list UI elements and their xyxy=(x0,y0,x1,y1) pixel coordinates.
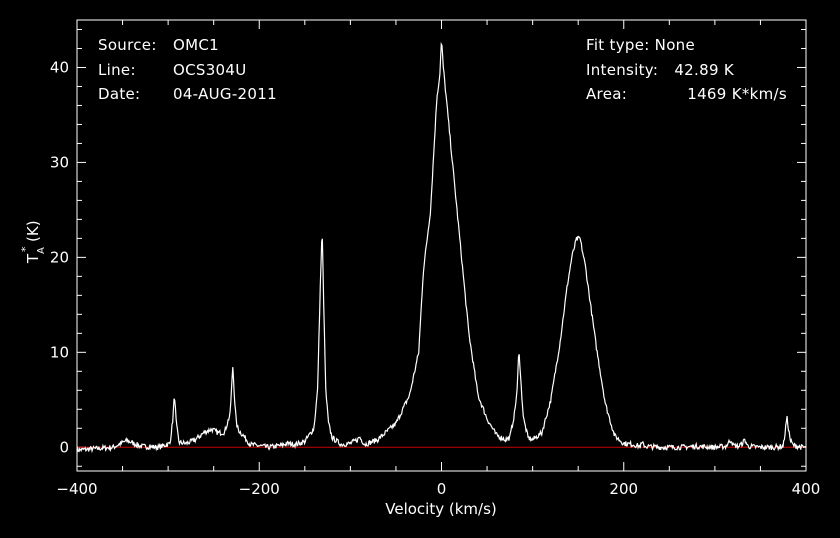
line-key: Line: xyxy=(98,61,136,79)
x-tick-labels: −400 −200 0 200 400 xyxy=(56,480,820,498)
y-tick-label: 40 xyxy=(50,58,69,76)
x-tick-label: −200 xyxy=(239,480,280,498)
x-tick-label: 0 xyxy=(437,480,447,498)
y-axis-label-sup: * xyxy=(19,246,32,252)
y-tick-label: 10 xyxy=(50,343,69,361)
info-left: Source: OMC1 Line: OCS304U Date: 04-AUG-… xyxy=(98,36,277,103)
spectrum-line xyxy=(76,41,806,454)
y-tick-label: 30 xyxy=(50,153,69,171)
intensity-value: 42.89 K xyxy=(674,61,735,79)
date-value: 04-AUG-2011 xyxy=(173,85,277,103)
area-label: Area: xyxy=(586,85,627,103)
x-axis-label: Velocity (km/s) xyxy=(385,500,496,518)
y-axis-label: T A * (K) xyxy=(19,220,47,264)
intensity-label: Intensity: xyxy=(586,61,658,79)
source-value: OMC1 xyxy=(173,36,219,54)
date-key: Date: xyxy=(98,85,140,103)
y-axis-label-main: T xyxy=(24,253,42,264)
area-value: 1469 K*km/s xyxy=(687,85,787,103)
y-tick-label: 0 xyxy=(59,438,69,456)
line-value: OCS304U xyxy=(173,61,247,79)
x-tick-label: 400 xyxy=(792,480,821,498)
y-axis-label-unit: (K) xyxy=(24,220,42,242)
x-tick-label: 200 xyxy=(609,480,638,498)
info-right: Fit type: None Intensity: 42.89 K Area: … xyxy=(586,36,787,103)
source-key: Source: xyxy=(98,36,157,54)
x-tick-label: −400 xyxy=(56,480,97,498)
y-axis-label-sub: A xyxy=(36,247,47,254)
fit-type: Fit type: None xyxy=(586,36,695,54)
y-tick-labels: 0 10 20 30 40 xyxy=(50,58,69,456)
y-tick-label: 20 xyxy=(50,248,69,266)
